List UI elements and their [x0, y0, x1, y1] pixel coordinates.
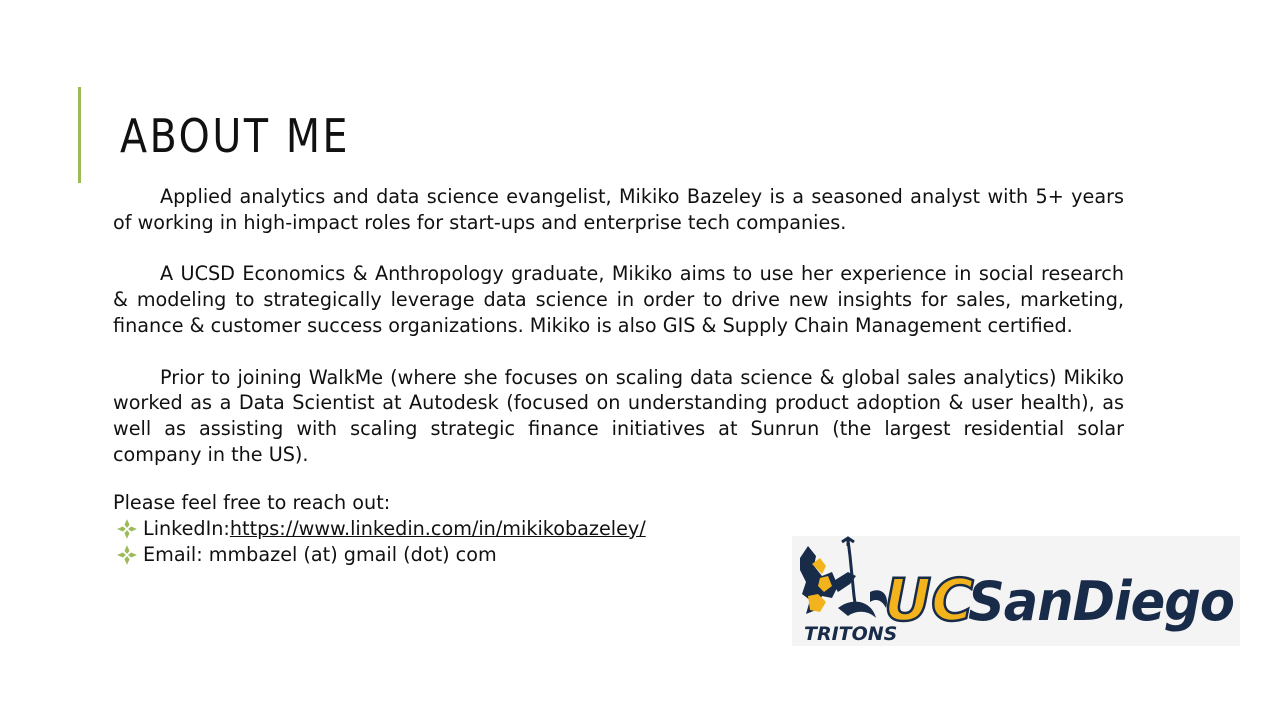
bio-paragraph-2: A UCSD Economics & Anthropology graduate…: [113, 262, 1124, 337]
email-text: Email: mmbazel (at) gmail (dot) com: [143, 542, 497, 566]
contact-list: LinkedIn: https://www.linkedin.com/in/mi…: [113, 516, 1124, 568]
contact-item-linkedin: LinkedIn: https://www.linkedin.com/in/mi…: [113, 516, 1124, 542]
uc-wordmark: UC: [884, 566, 974, 634]
diamond-flower-icon: [117, 544, 137, 565]
bio-paragraph-3: Prior to joining WalkMe (where she focus…: [113, 365, 1124, 466]
linkedin-link[interactable]: https://www.linkedin.com/in/mikikobazele…: [229, 516, 646, 540]
reach-out-text: Please feel free to reach out:: [113, 490, 391, 514]
triton-mascot-icon: [800, 536, 888, 618]
bio-paragraph-1: Applied analytics and data science evang…: [113, 185, 1124, 234]
contact-item-email: Email: mmbazel (at) gmail (dot) com: [113, 542, 1124, 568]
san-diego-wordmark: SanDiego: [968, 570, 1234, 633]
diamond-flower-icon: [117, 518, 137, 539]
slide-title: ABOUT ME: [120, 109, 351, 163]
linkedin-label: LinkedIn:: [143, 516, 230, 540]
title-accent-bar: [78, 87, 81, 183]
ucsd-logo-graphic: TRITONS UC SanDiego: [800, 536, 1235, 645]
slide-body: Applied analytics and data science evang…: [113, 184, 1124, 568]
tritons-wordmark: TRITONS: [804, 623, 897, 645]
ucsd-tritons-logo: TRITONS UC SanDiego: [792, 536, 1240, 646]
